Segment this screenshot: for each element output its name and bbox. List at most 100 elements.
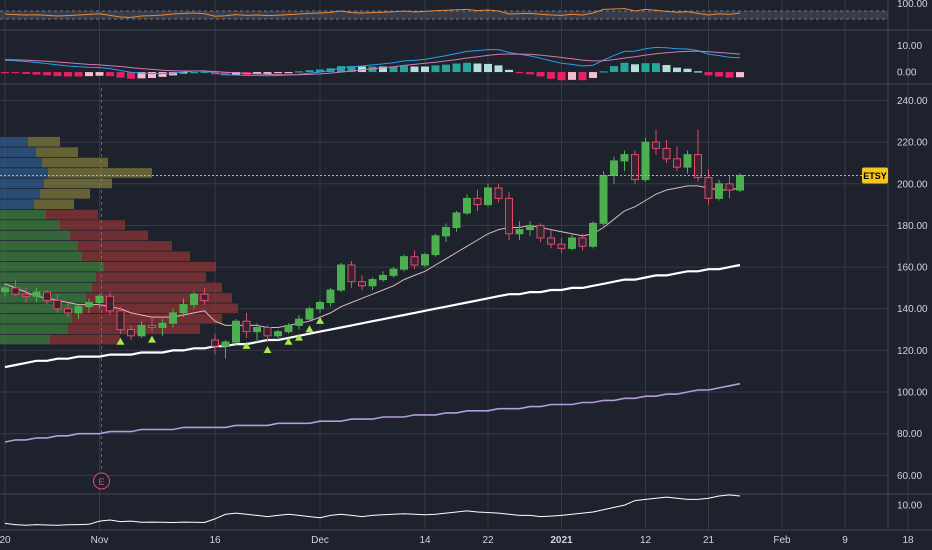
profile-sell-bar xyxy=(48,168,152,178)
candle-body xyxy=(652,141,660,149)
macd-histogram-bar xyxy=(473,63,482,73)
macd-histogram-bar xyxy=(526,72,534,75)
x-tick-label: 22 xyxy=(482,535,494,546)
profile-buy-bar xyxy=(0,220,60,230)
profile-buy-bar xyxy=(0,230,70,241)
candle-body xyxy=(431,235,440,256)
overlays: ETSY E xyxy=(0,88,888,490)
candle-body xyxy=(316,301,324,310)
candlesticks xyxy=(1,129,744,359)
candle-body xyxy=(494,187,503,199)
macd-histogram-bar xyxy=(683,68,692,73)
candle-body xyxy=(253,326,261,333)
x-tick-label: 18 xyxy=(902,535,914,546)
profile-sell-bar xyxy=(42,157,108,168)
profile-sell-bar xyxy=(78,241,172,251)
candle-body xyxy=(389,268,398,276)
symbol-badge-label: ETSY xyxy=(863,171,887,181)
signal-marker xyxy=(295,333,303,341)
rsi-tick-label: 100.00 xyxy=(897,0,928,10)
macd-histogram-bar xyxy=(179,72,188,74)
profile-buy-bar xyxy=(0,168,48,178)
profile-buy-bar xyxy=(0,147,36,157)
earnings-marker xyxy=(93,472,110,490)
signal-marker xyxy=(305,325,314,333)
macd-histogram-bar xyxy=(557,72,566,81)
profile-sell-bar xyxy=(96,272,206,282)
candle-body xyxy=(736,174,744,191)
candle-body xyxy=(599,174,608,224)
profile-buy-bar xyxy=(0,178,44,189)
candle-body xyxy=(715,183,723,199)
candle-body xyxy=(106,295,114,312)
candle-body xyxy=(368,279,377,287)
macd-histogram-bar xyxy=(725,72,734,78)
macd-histogram-bar xyxy=(148,72,156,78)
candle-body xyxy=(568,237,576,249)
macd-histogram-bar xyxy=(85,72,93,77)
profile-sell-bar xyxy=(86,293,232,303)
candle-body xyxy=(683,154,692,168)
candle-body xyxy=(547,237,555,245)
candle-body xyxy=(284,324,293,333)
macd-histogram-bar xyxy=(1,72,9,74)
macd-histogram-bar xyxy=(736,72,744,78)
profile-sell-bar xyxy=(46,209,98,220)
candle-body xyxy=(200,293,209,301)
macd-histogram-bar xyxy=(389,66,398,73)
candle-body xyxy=(1,287,9,293)
candle-body xyxy=(43,291,51,301)
candle-body xyxy=(95,295,104,303)
candle-body xyxy=(526,224,534,231)
macd-histogram-bar xyxy=(673,67,681,73)
macd-histogram-bar xyxy=(116,72,125,78)
macd-histogram-bar xyxy=(599,71,608,73)
signal-marker xyxy=(263,346,272,354)
candle-body xyxy=(148,324,156,328)
profile-sell-bar xyxy=(72,313,222,324)
macd-tick-label: 0.00 xyxy=(897,68,917,79)
macd-histogram-bar xyxy=(200,71,209,73)
macd-histogram-bar xyxy=(347,66,356,73)
x-tick-label: Nov xyxy=(91,535,109,546)
moving-averages xyxy=(4,185,741,443)
macd-histogram-bar xyxy=(11,72,20,74)
macd-histogram-bar xyxy=(536,72,545,77)
price-tick-label: 240.00 xyxy=(897,96,928,107)
profile-buy-bar xyxy=(0,334,50,345)
candle-body xyxy=(232,320,240,343)
x-tick-label: Feb xyxy=(773,535,791,546)
macd-histogram-bar xyxy=(43,72,51,76)
macd-histogram-bar xyxy=(610,66,618,73)
profile-buy-bar xyxy=(0,324,68,334)
macd-histogram-bar xyxy=(421,66,429,73)
profile-buy-bar xyxy=(0,136,28,147)
macd-histogram-bar xyxy=(620,62,629,73)
macd-histogram-bar xyxy=(137,72,146,79)
rsi-panel xyxy=(0,8,888,20)
macd-histogram-bar xyxy=(547,72,555,79)
profile-buy-bar xyxy=(0,282,92,293)
profile-sell-bar xyxy=(40,189,90,199)
macd-histogram-bar xyxy=(694,71,702,73)
macd-histogram-bar xyxy=(232,72,240,76)
candle-body xyxy=(452,212,461,229)
candle-body xyxy=(589,222,597,247)
macd-histogram-bar xyxy=(515,72,524,74)
price-tick-label: 180.00 xyxy=(897,221,928,232)
macd-histogram-bar xyxy=(305,70,314,73)
x-tick-label: 21 xyxy=(703,535,715,546)
macd-histogram-bar xyxy=(589,72,597,78)
profile-sell-bar xyxy=(34,199,74,210)
macd-histogram-bar xyxy=(274,72,282,74)
candle-body xyxy=(379,274,387,281)
macd-histogram-bar xyxy=(358,66,366,73)
candle-body xyxy=(64,308,72,314)
volume-tick-label: 10.00 xyxy=(897,501,922,512)
volume-panel xyxy=(4,494,741,526)
macd-histogram-bar xyxy=(631,64,639,73)
macd-histogram-bar xyxy=(95,72,104,76)
profile-sell-bar xyxy=(60,220,125,230)
macd-histogram-bar xyxy=(22,72,30,74)
